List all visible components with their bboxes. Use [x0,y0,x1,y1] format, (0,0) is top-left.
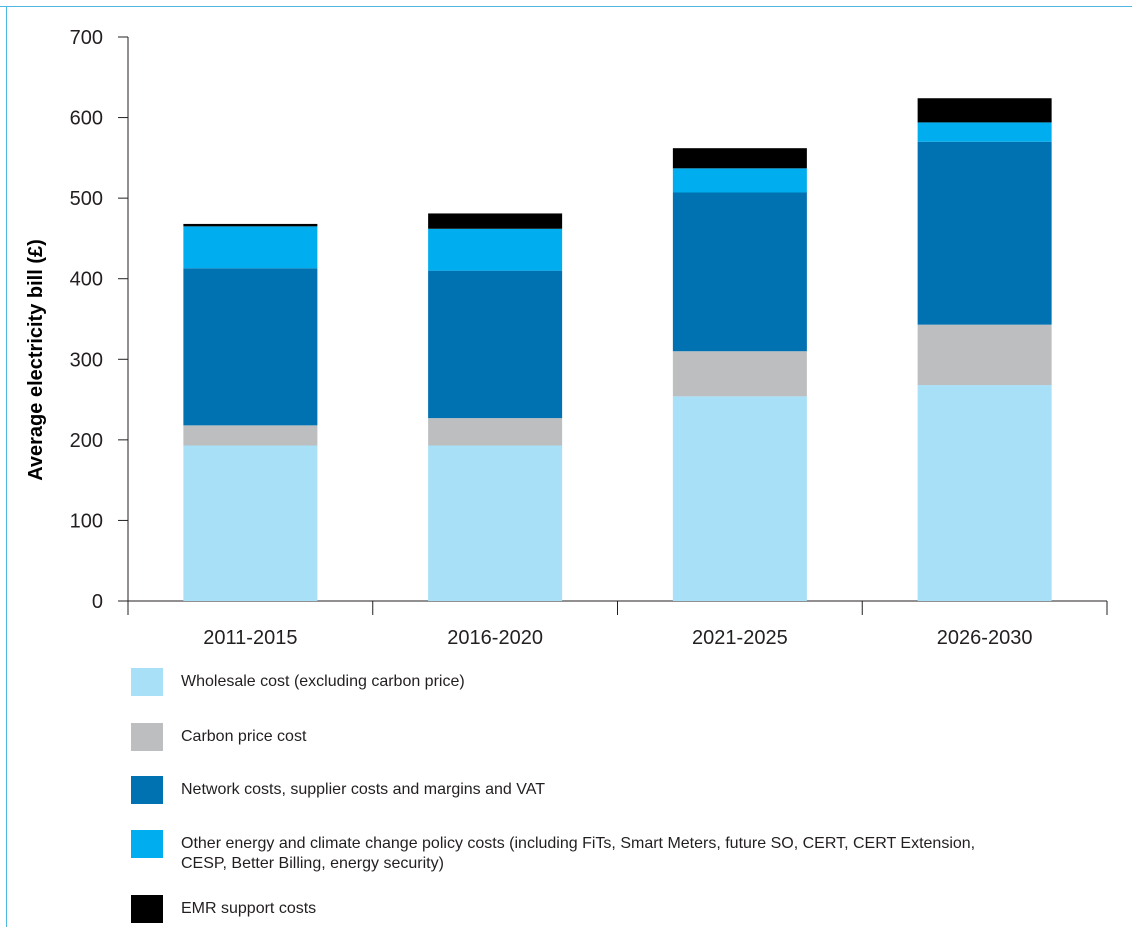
x-tick-label: 2026-2030 [937,627,1033,649]
legend-item-network: Network costs, supplier costs and margin… [131,776,981,804]
x-tick-label: 2011-2015 [203,627,297,649]
bar-segment-0 [917,385,1052,601]
y-tick-label: 200 [70,430,103,452]
legend-label-emr: EMR support costs [181,900,317,917]
x-tick-label: 2016-2020 [447,627,543,649]
bar-segment-2 [183,268,318,426]
y-tick-label: 0 [92,591,103,613]
bar-segment-4 [917,98,1052,123]
bar-segment-1 [917,324,1052,386]
legend-item-carbon: Carbon price cost [131,723,981,751]
bar-segment-2 [428,270,563,419]
legend-label-policy: Other energy and climate change policy c… [181,835,976,872]
y-tick-label: 400 [70,269,103,291]
legend-item-wholesale: Wholesale cost (excluding carbon price) [131,668,981,696]
bar-segment-3 [917,122,1052,142]
y-tick-label: 300 [70,349,103,371]
bar-segment-4 [672,148,807,169]
bars [183,98,1052,601]
y-tick-label: 100 [70,510,103,532]
bar-segment-0 [428,445,563,601]
y-tick-label: 600 [70,108,103,130]
legend-swatch-carbon [131,723,163,751]
legend-item-policy: Other energy and climate change policy c… [131,830,981,874]
bar-segment-2 [672,192,807,352]
y-tick-label: 700 [70,27,103,49]
x-axis: 2011-2015 2016-2020 2021-2025 2026-2030 [127,600,1108,649]
legend-swatch-network [131,776,163,804]
bar-segment-3 [672,168,807,193]
stacked-bar-chart: 0 100 200 300 400 500 600 700 2011-2015 2016-202… [25,27,1108,649]
y-axis-label: Average electricity bill (£) [25,239,47,481]
bar-segment-4 [183,223,318,227]
frame-top-border [0,6,1132,7]
bar-segment-0 [183,445,318,601]
bar-segment-1 [672,351,807,397]
y-axis: 0 100 200 300 400 500 600 700 [70,27,129,613]
legend-label-wholesale: Wholesale cost (excluding carbon price) [181,673,465,690]
legend-swatch-wholesale [131,668,163,696]
legend-label-carbon: Carbon price cost [181,728,307,745]
bar-segment-3 [428,228,563,271]
frame-left-border [6,6,7,927]
legend-label-network: Network costs, supplier costs and margin… [181,781,545,798]
x-tick-label: 2021-2025 [692,627,788,649]
bar-segment-3 [183,226,318,269]
bar-segment-4 [428,213,563,229]
y-tick-label: 500 [70,188,103,210]
legend-swatch-policy [131,830,163,858]
bar-segment-1 [428,418,563,446]
bar-segment-2 [917,141,1052,325]
bar-segment-0 [672,396,807,601]
legend-swatch-emr [131,895,163,923]
bar-segment-1 [183,425,318,446]
legend-item-emr: EMR support costs [131,895,981,923]
